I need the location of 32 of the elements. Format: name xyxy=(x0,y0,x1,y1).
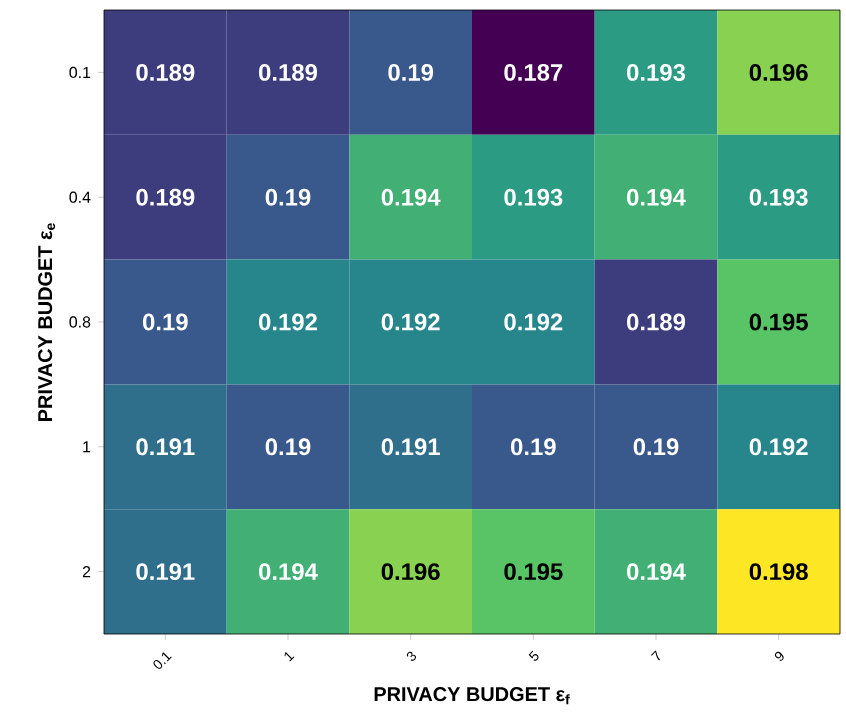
x-axis-title: PRIVACY BUDGET ε$_{f}$ xyxy=(374,687,570,705)
data-label: 0.195 xyxy=(749,313,808,331)
data-label: 0.19 xyxy=(265,188,311,206)
data-label: 0.189 xyxy=(259,63,318,81)
data-label: 0.192 xyxy=(381,313,440,331)
data-label: 0.196 xyxy=(381,563,440,581)
data-label: 0.195 xyxy=(504,563,563,581)
data-label: 0.198 xyxy=(749,563,808,581)
data-label: 0.194 xyxy=(627,563,686,581)
data-label: 0.193 xyxy=(504,188,563,206)
data-label: 0.196 xyxy=(749,63,808,81)
data-label: 0.19 xyxy=(388,63,434,81)
data-label: 0.192 xyxy=(504,313,563,331)
data-label: 0.191 xyxy=(136,438,195,456)
data-label: 0.194 xyxy=(627,188,686,206)
data-label: 0.191 xyxy=(136,563,195,581)
y-axis-title: PRIVACY BUDGET ε$_{e}$ xyxy=(38,223,56,421)
data-label: 0.19 xyxy=(143,313,188,331)
data-label: 0.194 xyxy=(259,563,318,581)
data-label: 0.193 xyxy=(627,63,686,81)
data-label: 0.19 xyxy=(265,438,311,456)
data-label: 0.19 xyxy=(633,438,679,456)
data-label: 0.193 xyxy=(749,188,808,206)
data-label: 0.189 xyxy=(136,63,195,81)
data-label: 0.189 xyxy=(627,313,686,331)
data-label: 0.192 xyxy=(259,313,317,331)
data-label: 0.19 xyxy=(511,438,556,456)
data-label: 0.191 xyxy=(381,438,440,456)
data-label: 0.192 xyxy=(749,438,808,456)
data-label: 0.194 xyxy=(381,188,441,206)
data-label: 0.187 xyxy=(504,63,563,81)
data-label: 0.189 xyxy=(136,188,195,206)
